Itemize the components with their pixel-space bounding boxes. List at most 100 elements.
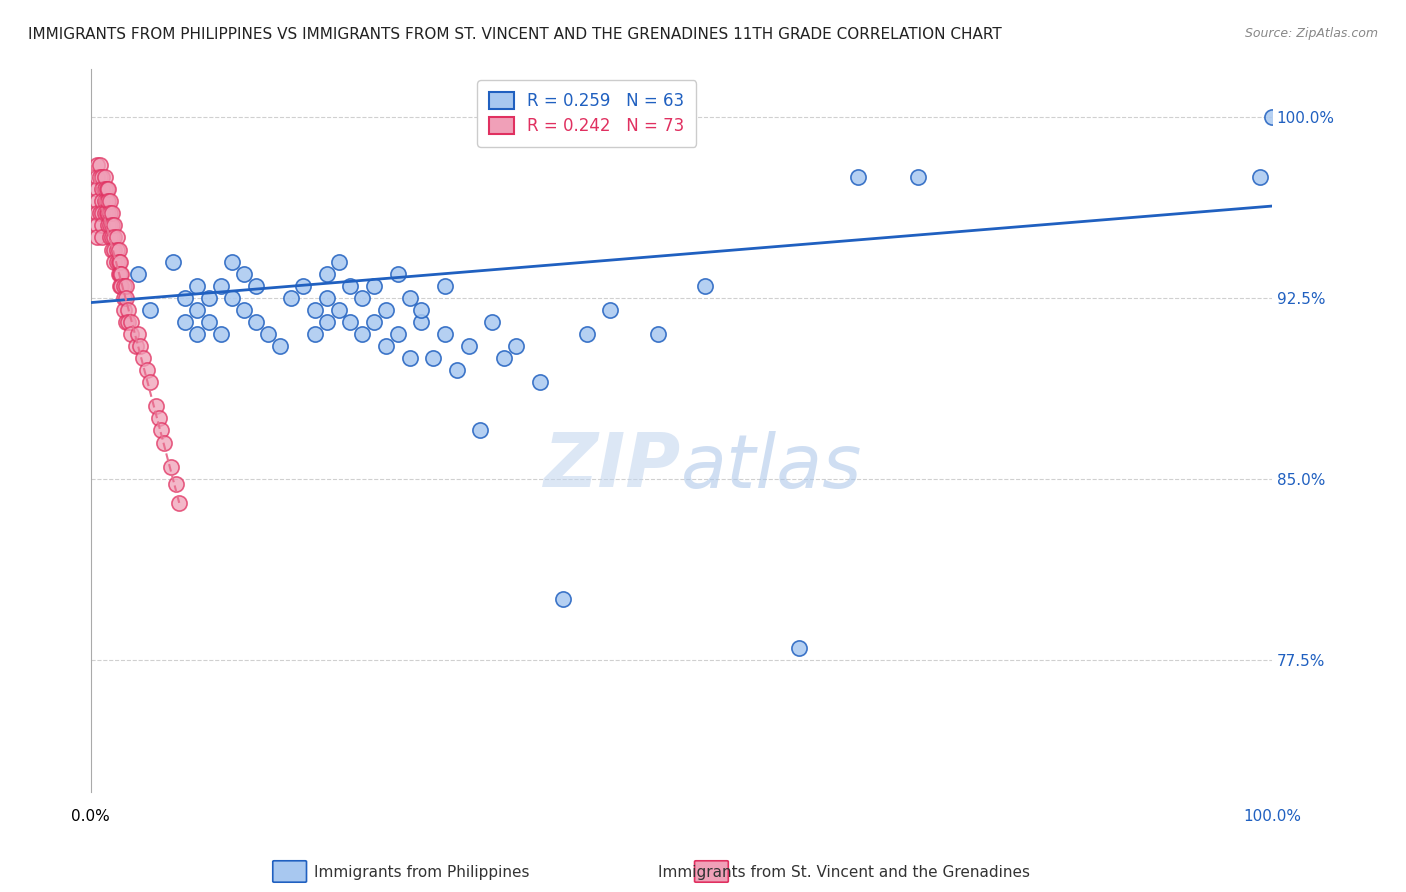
Point (115, 291, 138, 305)
Point (115, 315, 138, 329)
Point (221, 291, 243, 305)
Point (101, 206, 124, 220)
Point (148, 411, 170, 425)
Point (233, 267, 256, 281)
Point (494, 351, 516, 365)
Point (907, 170, 929, 185)
Point (160, 459, 183, 474)
Point (599, 302, 621, 317)
Point (434, 326, 457, 341)
Point (304, 326, 326, 341)
Point (94, 194, 117, 209)
Point (693, 278, 716, 293)
Point (86, 182, 108, 196)
Point (86, 170, 108, 185)
Point (89, 170, 111, 185)
Point (186, 326, 208, 341)
Point (127, 267, 149, 281)
Point (86, 230, 108, 244)
Point (91, 230, 114, 244)
Point (89, 158, 111, 172)
Point (434, 278, 457, 293)
Point (315, 267, 337, 281)
Point (96, 182, 118, 196)
Point (86, 194, 108, 209)
Point (97, 182, 120, 196)
Point (101, 230, 124, 244)
Point (103, 254, 125, 268)
Point (387, 267, 409, 281)
Point (292, 278, 315, 293)
Point (245, 315, 267, 329)
Point (98, 230, 121, 244)
Point (110, 267, 132, 281)
Text: 100.0%: 100.0% (1243, 809, 1301, 824)
Point (398, 291, 420, 305)
Point (398, 351, 420, 365)
Point (789, 640, 811, 655)
Point (105, 254, 128, 268)
Point (108, 267, 131, 281)
Point (256, 326, 278, 341)
Point (91, 194, 114, 209)
Point (103, 230, 125, 244)
Point (124, 339, 146, 353)
Point (153, 435, 176, 450)
Point (145, 400, 167, 414)
Point (470, 424, 492, 438)
Point (328, 254, 350, 268)
Point (209, 278, 232, 293)
Point (162, 254, 184, 268)
Point (575, 326, 598, 341)
Point (94, 182, 117, 196)
Point (97, 194, 120, 209)
Point (112, 302, 135, 317)
Point (245, 278, 267, 293)
Point (101, 243, 124, 257)
Point (221, 254, 243, 268)
Point (108, 243, 131, 257)
Point (110, 278, 132, 293)
Point (411, 302, 433, 317)
Point (352, 291, 374, 305)
Point (1261, 110, 1284, 124)
Point (363, 278, 385, 293)
Text: Immigrants from St. Vincent and the Grenadines: Immigrants from St. Vincent and the Gren… (658, 865, 1029, 880)
Point (387, 326, 409, 341)
Point (108, 254, 131, 268)
Point (186, 302, 208, 317)
Point (86, 158, 108, 172)
Point (186, 278, 208, 293)
Point (98, 219, 121, 233)
Point (120, 326, 142, 341)
Point (117, 315, 139, 329)
Point (120, 315, 142, 329)
Point (138, 302, 160, 317)
Point (328, 302, 350, 317)
Legend: R = 0.259   N = 63, R = 0.242   N = 73: R = 0.259 N = 63, R = 0.242 N = 73 (477, 80, 696, 147)
Point (96, 194, 118, 209)
Point (108, 254, 131, 268)
Point (96, 206, 118, 220)
Point (91, 170, 114, 185)
Text: ZIP: ZIP (544, 430, 682, 503)
Point (1249, 170, 1271, 185)
Point (105, 243, 128, 257)
Point (363, 315, 385, 329)
Point (129, 339, 152, 353)
Point (174, 315, 197, 329)
Point (280, 291, 302, 305)
Point (505, 339, 527, 353)
Point (422, 351, 444, 365)
Point (138, 376, 160, 390)
Point (108, 267, 131, 281)
Point (115, 278, 138, 293)
Point (374, 339, 396, 353)
Point (315, 315, 337, 329)
Point (91, 206, 114, 220)
Point (86, 206, 108, 220)
Point (209, 326, 232, 341)
Point (86, 219, 108, 233)
Point (647, 326, 669, 341)
Point (94, 170, 117, 185)
